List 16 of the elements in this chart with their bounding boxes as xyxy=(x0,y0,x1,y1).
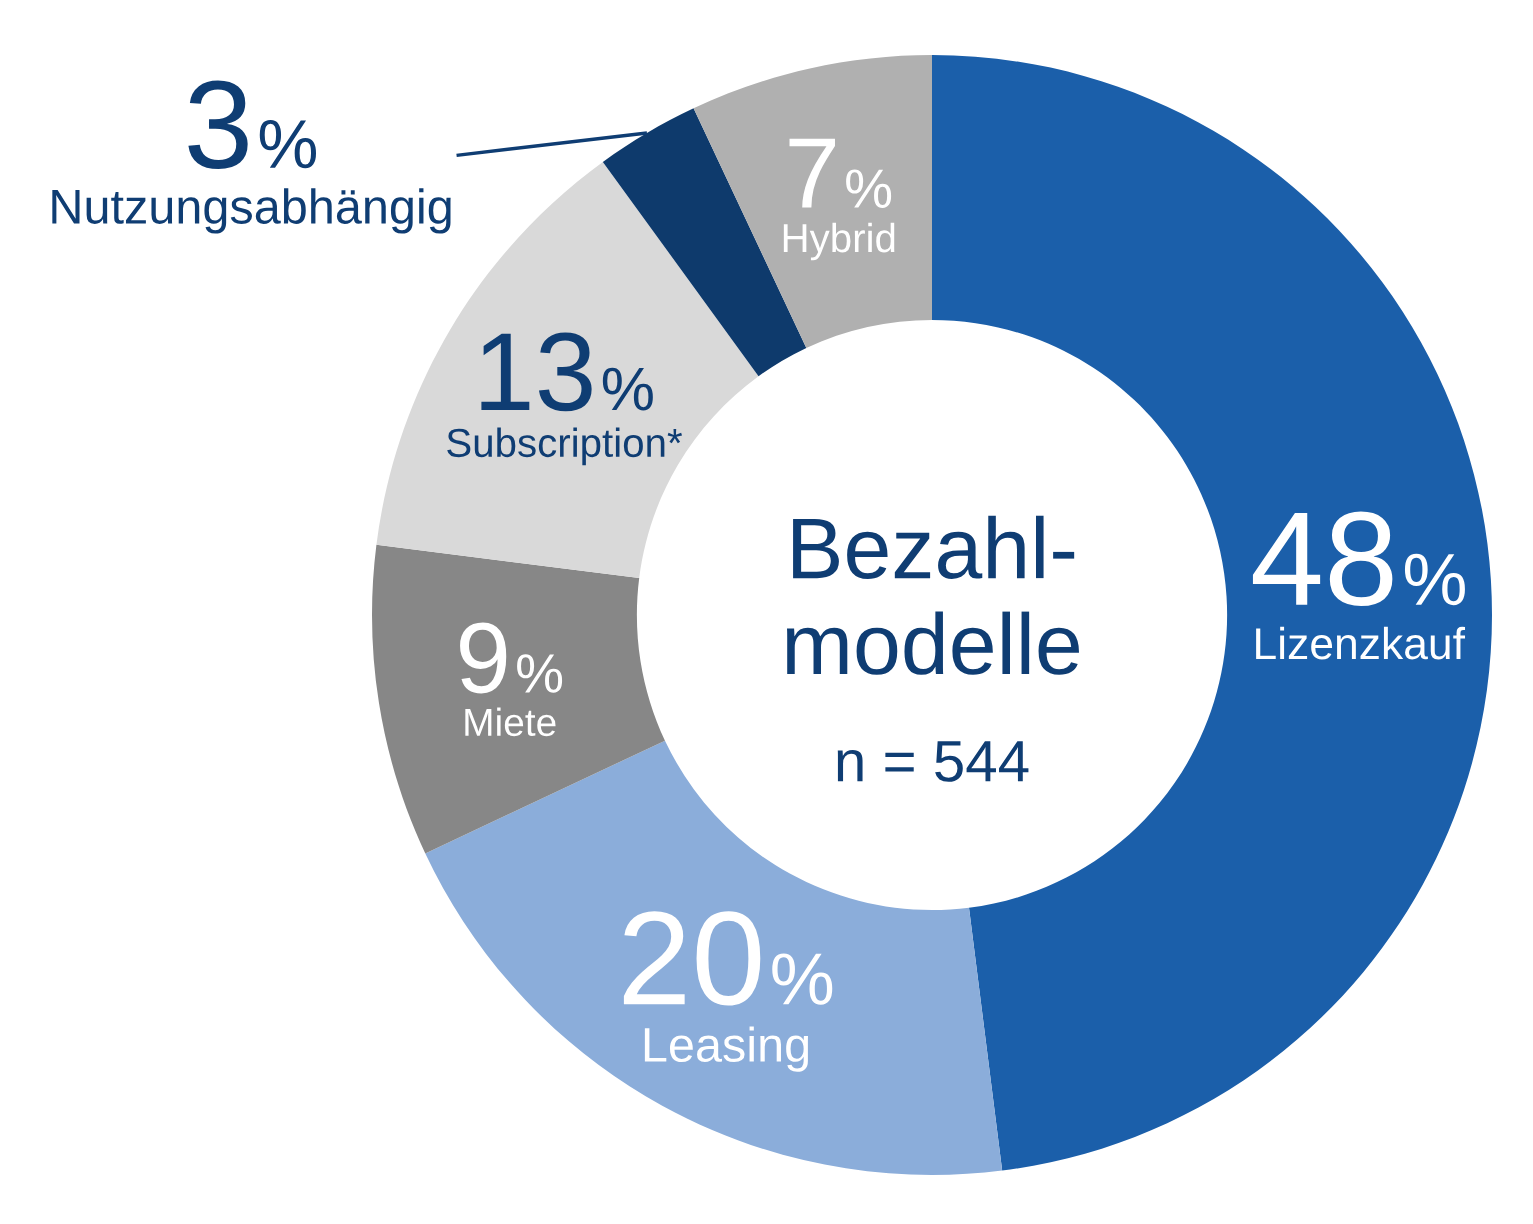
slice-label: Subscription* xyxy=(447,427,683,466)
donut-slice xyxy=(693,55,932,348)
slice-label: Hybrid xyxy=(783,222,895,261)
slice-label: Nutzungsabhängig xyxy=(52,188,451,234)
slice-label: Lizenzkauf xyxy=(1256,626,1466,660)
data-label: 48% xyxy=(1252,511,1465,607)
text: Bezahl- modelle xyxy=(786,515,1079,675)
data-label: 9% xyxy=(460,622,563,694)
data-label: 13% xyxy=(481,332,653,412)
data-label: 20% xyxy=(623,911,833,1006)
slice-label: Miete xyxy=(465,707,556,737)
donut-slice xyxy=(372,544,665,854)
data-label: 3% xyxy=(188,80,316,170)
slice-label: Leasing xyxy=(644,1026,809,1072)
text: n = 544 xyxy=(837,741,1029,782)
data-label: 7% xyxy=(789,138,892,208)
